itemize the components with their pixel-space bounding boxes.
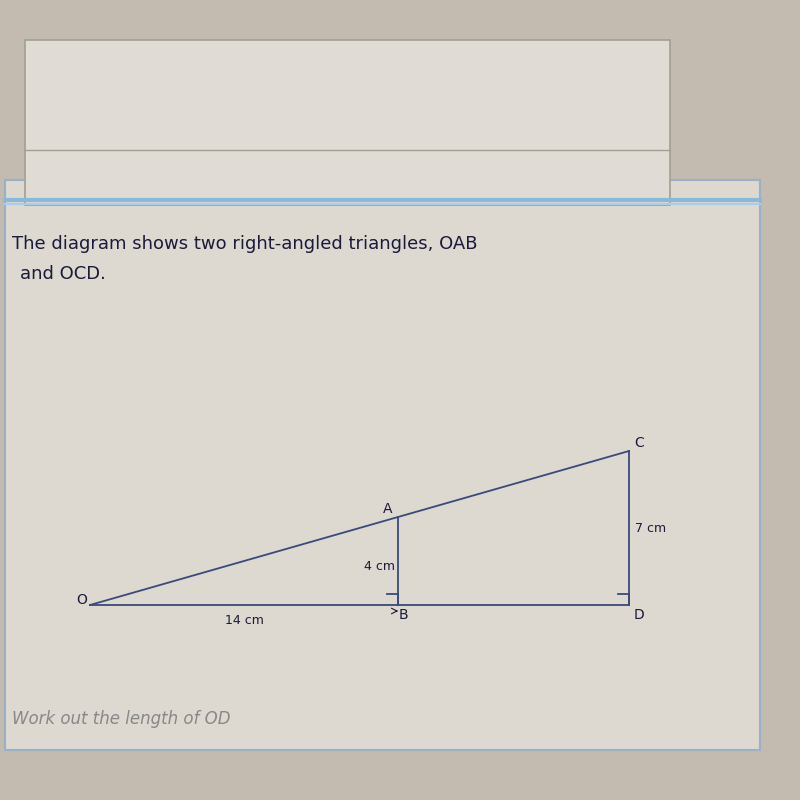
- Bar: [5, 180, 760, 750]
- Text: D: D: [634, 608, 644, 622]
- Text: C: C: [634, 436, 644, 450]
- Text: 14 cm: 14 cm: [225, 614, 263, 627]
- Text: O: O: [77, 593, 87, 607]
- Text: 7 cm: 7 cm: [635, 522, 666, 534]
- Text: and OCD.: and OCD.: [20, 265, 106, 283]
- Text: 4 cm: 4 cm: [365, 559, 395, 573]
- Text: Work out the length of OD: Work out the length of OD: [12, 710, 230, 728]
- Text: The diagram shows two right-angled triangles, OAB: The diagram shows two right-angled trian…: [12, 235, 478, 253]
- Text: A: A: [383, 502, 393, 516]
- Text: B: B: [398, 608, 408, 622]
- Bar: [25, 40, 670, 205]
